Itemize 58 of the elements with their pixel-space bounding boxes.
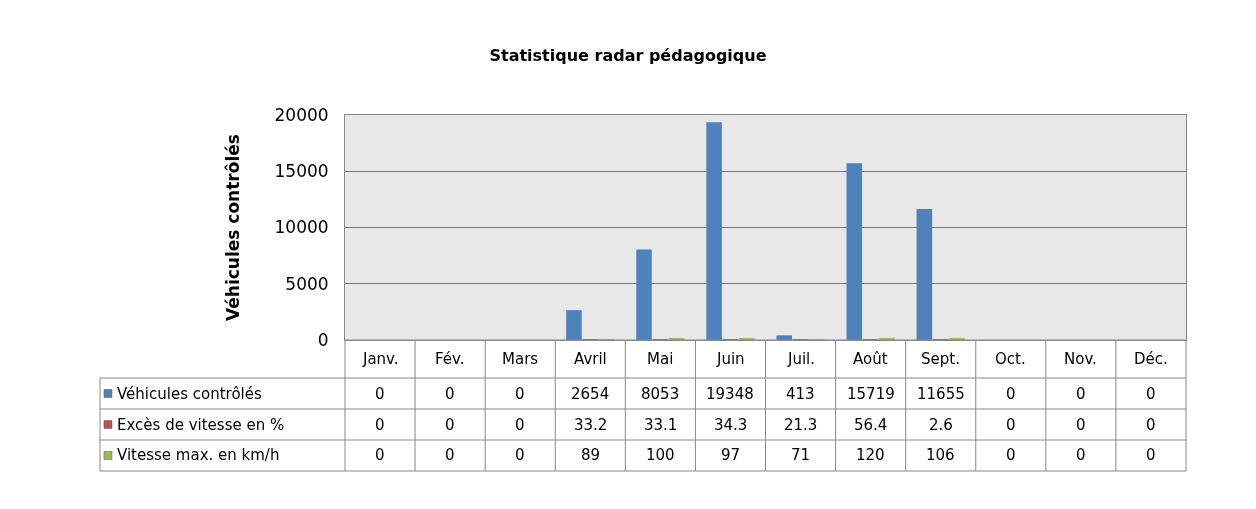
x-tick-label: Nov. — [1064, 350, 1097, 368]
data-label: 0 — [1146, 446, 1156, 464]
data-label: 0 — [1076, 446, 1086, 464]
y-tick-label: 15000 — [274, 161, 329, 182]
data-label: 0 — [445, 446, 455, 464]
y-tick-label: 10000 — [274, 217, 329, 238]
x-tick-label: Déc. — [1134, 350, 1168, 368]
data-label: 71 — [791, 446, 811, 464]
x-tick-label: Avril — [574, 350, 607, 368]
data-label: 0 — [515, 446, 525, 464]
data-label: 120 — [856, 446, 885, 464]
data-label: 0 — [1076, 385, 1086, 403]
data-label: 0 — [445, 385, 455, 403]
data-label: 15719 — [847, 385, 895, 403]
x-tick-label: Août — [853, 350, 888, 368]
x-tick-label: Janv. — [362, 350, 399, 368]
data-label: 11655 — [917, 385, 965, 403]
data-label: 0 — [1076, 416, 1086, 434]
data-label: 21.3 — [784, 416, 818, 434]
data-label: 2654 — [571, 385, 610, 403]
data-label: 0 — [375, 446, 385, 464]
y-axis-title: Véhicules contrôlés — [223, 134, 244, 321]
data-label: 33.1 — [644, 416, 678, 434]
data-label: 0 — [1006, 385, 1016, 403]
x-tick-label: Juil. — [787, 350, 816, 368]
x-tick-label: Sept. — [921, 350, 960, 368]
data-label: 0 — [375, 385, 385, 403]
data-label: 19348 — [706, 385, 754, 403]
data-label: 0 — [1006, 416, 1016, 434]
data-label: 56.4 — [854, 416, 888, 434]
legend-label: Véhicules contrôlés — [117, 385, 262, 403]
x-tick-label: Mai — [647, 350, 674, 368]
data-label: 0 — [1006, 446, 1016, 464]
x-tick-label: Mars — [502, 350, 539, 368]
data-label: 0 — [375, 416, 385, 434]
data-label: 0 — [1146, 385, 1156, 403]
chart-title: Statistique radar pédagogique — [489, 45, 767, 65]
legend-label: Vitesse max. en km/h — [117, 446, 280, 464]
x-tick-label: Juin — [716, 350, 745, 368]
data-label: 2.6 — [929, 416, 953, 434]
data-label: 0 — [1146, 416, 1156, 434]
data-label: 89 — [581, 446, 601, 464]
x-tick-label: Oct. — [995, 350, 1026, 368]
data-label: 106 — [926, 446, 955, 464]
data-label: 100 — [646, 446, 675, 464]
legend-label: Excès de vitesse en % — [117, 416, 285, 434]
data-label: 34.3 — [714, 416, 748, 434]
data-label: 413 — [786, 385, 815, 403]
data-label: 0 — [515, 416, 525, 434]
y-tick-label: 20000 — [274, 104, 329, 125]
data-label: 8053 — [641, 385, 680, 403]
data-label: 33.2 — [574, 416, 608, 434]
data-label: 97 — [721, 446, 741, 464]
x-tick-label: Fév. — [435, 350, 465, 368]
data-label: 0 — [515, 385, 525, 403]
y-tick-label: 5000 — [285, 273, 329, 294]
data-label: 0 — [445, 416, 455, 434]
y-tick-label: 0 — [317, 329, 329, 350]
